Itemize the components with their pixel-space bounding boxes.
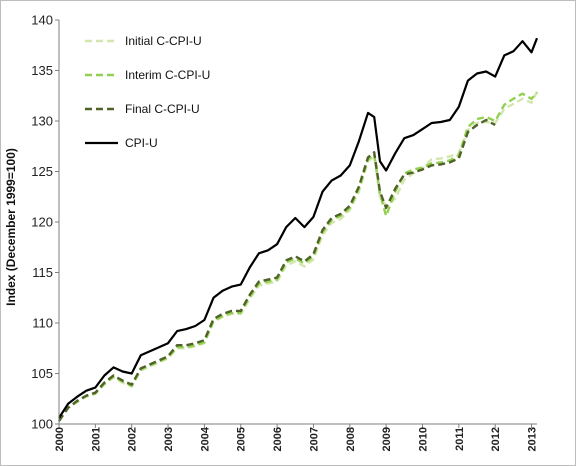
x-tick-label: 2012 bbox=[490, 427, 502, 451]
x-tick-label: 2002 bbox=[127, 427, 139, 451]
legend-label: Initial C-CPI-U bbox=[125, 34, 202, 48]
x-tick-label: 2000 bbox=[54, 427, 66, 451]
y-tick-label: 130 bbox=[31, 114, 53, 129]
legend-label: Final C-CPI-U bbox=[125, 102, 200, 116]
x-tick-label: 2009 bbox=[381, 427, 393, 451]
y-tick-label: 125 bbox=[31, 164, 53, 179]
plot-area bbox=[58, 37, 539, 422]
y-tick-label: 100 bbox=[31, 417, 53, 432]
legend-label: Interim C-CPI-U bbox=[125, 68, 210, 82]
x-tick-label: 2001 bbox=[90, 427, 102, 451]
axes: 100 105 110 115 120 125 130 135 140 2000 2001 2002 2… bbox=[31, 13, 538, 452]
x-tick-label: 2011 bbox=[454, 427, 466, 451]
x-tick-label: 2007 bbox=[308, 427, 320, 451]
x-tick-label: 2010 bbox=[417, 427, 429, 451]
legend: Initial C-CPI-U Interim C-CPI-U Final C-CP… bbox=[85, 34, 210, 150]
y-tick-label: 115 bbox=[32, 265, 53, 280]
y-tick-label: 135 bbox=[31, 63, 53, 78]
x-tick-label: 2006 bbox=[272, 427, 284, 451]
y-tick-label: 140 bbox=[31, 13, 53, 28]
y-tick-label: 105 bbox=[31, 366, 53, 381]
x-tick-label: 2003 bbox=[163, 427, 175, 451]
legend-label: CPI-U bbox=[125, 136, 158, 150]
y-axis-title: Index (December 1999=100) bbox=[4, 148, 18, 306]
series-line-cpi-u bbox=[58, 37, 539, 419]
x-tick-label: 2005 bbox=[236, 427, 248, 451]
x-tick-label: 2013 bbox=[527, 427, 539, 451]
x-tick-label: 2004 bbox=[199, 426, 211, 451]
x-tick-label: 2008 bbox=[345, 427, 357, 451]
series-line-final-c-cpi-u bbox=[58, 118, 496, 422]
y-tick-label: 120 bbox=[31, 215, 53, 230]
y-tick-label: 110 bbox=[32, 316, 53, 331]
